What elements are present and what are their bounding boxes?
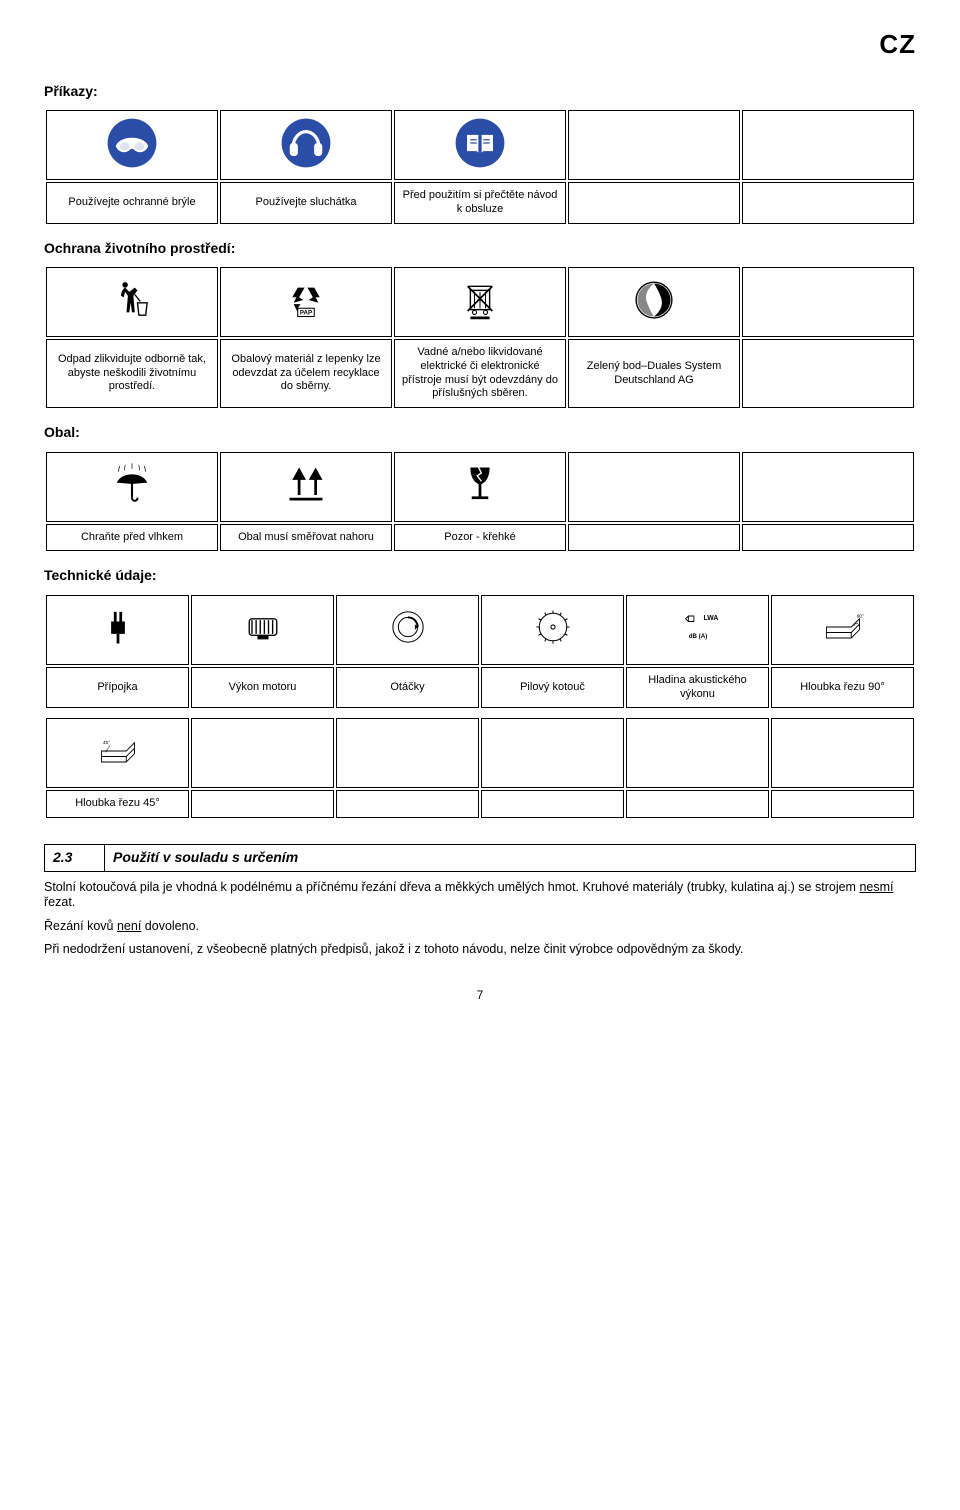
tech2-label-3 bbox=[481, 790, 624, 818]
p1b: nesmí bbox=[859, 880, 893, 894]
empty-cell bbox=[742, 267, 914, 337]
prikazy-label-3 bbox=[568, 182, 740, 224]
para-2: Řezání kovů není dovoleno. bbox=[44, 919, 916, 935]
heading-num: 2.3 bbox=[45, 845, 105, 872]
db-text: dB (A) bbox=[688, 633, 707, 640]
ochrana-label-2: Vadné a/nebo likvidované elektrické či e… bbox=[394, 339, 566, 408]
ochrana-icon-weee bbox=[394, 267, 566, 337]
tech2-label-2 bbox=[336, 790, 479, 818]
obal-label-4 bbox=[742, 524, 914, 552]
heading-title: Použití v souladu s určením bbox=[105, 845, 916, 872]
plug-icon bbox=[96, 605, 140, 649]
tech-icon-depth45: 45° bbox=[46, 718, 189, 788]
prikazy-label-0: Používejte ochranné brýle bbox=[46, 182, 218, 224]
saw-blade-icon bbox=[531, 605, 575, 649]
prikazy-label-1: Používejte sluchátka bbox=[220, 182, 392, 224]
tech2-label-1 bbox=[191, 790, 334, 818]
ochrana-label-3: Zelený bod–Duales System Deutschland AG bbox=[568, 339, 740, 408]
p1a: Stolní kotoučová pila je vhodná k podéln… bbox=[44, 880, 859, 894]
green-dot-icon bbox=[632, 278, 676, 322]
obal-label-1: Obal musí směřovat nahoru bbox=[220, 524, 392, 552]
obal-label-0: Chraňte před vlhkem bbox=[46, 524, 218, 552]
empty-cell bbox=[568, 452, 740, 522]
obal-icon-thiswayup bbox=[220, 452, 392, 522]
weee-bin-icon bbox=[458, 278, 502, 322]
ochrana-label-0: Odpad zlikvidujte odborně tak, abyste ne… bbox=[46, 339, 218, 408]
goggles-icon bbox=[106, 117, 158, 169]
table-tech-1: LWA dB (A) 90° Přípojka Výkon motoru Otá… bbox=[44, 593, 916, 711]
tech2-label-5 bbox=[771, 790, 914, 818]
keep-dry-icon bbox=[110, 462, 154, 506]
obal-label-2: Pozor - křehké bbox=[394, 524, 566, 552]
p2c: dovoleno. bbox=[141, 919, 199, 933]
tech-label-3: Pilový kotouč bbox=[481, 667, 624, 709]
table-ochrana: PAP Odpa bbox=[44, 265, 916, 410]
table-prikazy: Používejte ochranné brýle Používejte slu… bbox=[44, 108, 916, 226]
table-obal: Chraňte před vlhkem Obal musí směřovat n… bbox=[44, 450, 916, 554]
table-tech-2: 45° Hloubka řezu 45° bbox=[44, 716, 916, 820]
tech-icon-plug bbox=[46, 595, 189, 665]
tech-label-4: Hladina akustického výkonu bbox=[626, 667, 769, 709]
para-1: Stolní kotoučová pila je vhodná k podéln… bbox=[44, 880, 916, 911]
empty-cell bbox=[771, 718, 914, 788]
ochrana-icon-gruenerpunkt bbox=[568, 267, 740, 337]
tidyman-icon bbox=[110, 278, 154, 322]
tech2-label-4 bbox=[626, 790, 769, 818]
tech-label-2: Otáčky bbox=[336, 667, 479, 709]
lwa-text: LWA bbox=[703, 616, 718, 623]
section-prikazy-title: Příkazy: bbox=[44, 83, 916, 101]
ochrana-icon-bin bbox=[46, 267, 218, 337]
p2a: Řezání kovů bbox=[44, 919, 117, 933]
prikazy-icon-earmuffs bbox=[220, 110, 392, 180]
tech-icon-motor bbox=[191, 595, 334, 665]
ochrana-icon-pap: PAP bbox=[220, 267, 392, 337]
sound-level-icon: LWA dB (A) bbox=[676, 605, 720, 649]
tech-icon-depth90: 90° bbox=[771, 595, 914, 665]
manual-icon bbox=[454, 117, 506, 169]
tech-label-5: Hloubka řezu 90° bbox=[771, 667, 914, 709]
obal-label-3 bbox=[568, 524, 740, 552]
obal-icon-fragile bbox=[394, 452, 566, 522]
svg-text:PAP: PAP bbox=[300, 309, 312, 316]
rpm-icon bbox=[386, 605, 430, 649]
ochrana-label-4 bbox=[742, 339, 914, 408]
tech-label-0: Přípojka bbox=[46, 667, 189, 709]
prikazy-icon-goggles bbox=[46, 110, 218, 180]
section-obal-title: Obal: bbox=[44, 424, 916, 442]
empty-cell bbox=[481, 718, 624, 788]
svg-text:45°: 45° bbox=[102, 740, 109, 746]
empty-cell bbox=[742, 110, 914, 180]
country-code: CZ bbox=[44, 28, 916, 61]
empty-cell bbox=[742, 452, 914, 522]
cut-depth-45-icon: 45° bbox=[96, 729, 140, 773]
tech-icon-blade bbox=[481, 595, 624, 665]
fragile-icon bbox=[458, 462, 502, 506]
this-way-up-icon bbox=[284, 462, 328, 506]
motor-icon bbox=[241, 605, 285, 649]
empty-cell bbox=[336, 718, 479, 788]
svg-text:90°: 90° bbox=[856, 614, 863, 620]
tech-label-1: Výkon motoru bbox=[191, 667, 334, 709]
empty-cell bbox=[191, 718, 334, 788]
earmuffs-icon bbox=[280, 117, 332, 169]
section-tech-title: Technické údaje: bbox=[44, 567, 916, 585]
prikazy-label-2: Před použitím si přečtěte návod k obsluz… bbox=[394, 182, 566, 224]
pap-recycle-icon: PAP bbox=[284, 278, 328, 322]
section-ochrana-title: Ochrana životního prostředí: bbox=[44, 240, 916, 258]
p2b: není bbox=[117, 919, 141, 933]
empty-cell bbox=[568, 110, 740, 180]
heading-2-3: 2.3 Použití v souladu s určením bbox=[44, 844, 916, 872]
cut-depth-90-icon: 90° bbox=[821, 605, 865, 649]
para-3: Při nedodržení ustanovení, z všeobecně p… bbox=[44, 942, 916, 958]
obal-icon-dry bbox=[46, 452, 218, 522]
tech-icon-rpm bbox=[336, 595, 479, 665]
prikazy-icon-manual bbox=[394, 110, 566, 180]
tech-icon-lwa: LWA dB (A) bbox=[626, 595, 769, 665]
empty-cell bbox=[626, 718, 769, 788]
ochrana-label-1: Obalový materiál z lepenky lze odevzdat … bbox=[220, 339, 392, 408]
tech2-label-0: Hloubka řezu 45° bbox=[46, 790, 189, 818]
prikazy-label-4 bbox=[742, 182, 914, 224]
p1c: řezat. bbox=[44, 895, 75, 909]
page-number: 7 bbox=[44, 988, 916, 1003]
